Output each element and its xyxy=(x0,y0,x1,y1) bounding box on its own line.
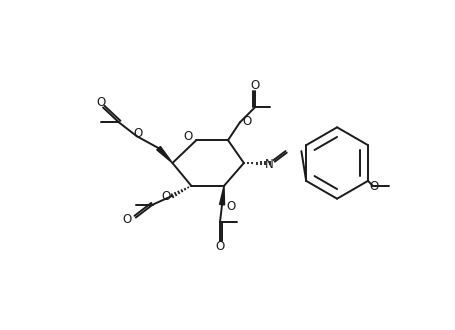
Text: O: O xyxy=(250,79,259,92)
Text: O: O xyxy=(215,240,224,253)
Text: O: O xyxy=(369,180,378,193)
Text: O: O xyxy=(122,213,131,226)
Text: O: O xyxy=(96,96,106,109)
Text: O: O xyxy=(241,115,251,128)
Polygon shape xyxy=(219,186,224,205)
Text: N: N xyxy=(265,157,273,171)
Text: O: O xyxy=(226,200,235,213)
Text: O: O xyxy=(182,130,192,143)
Text: O: O xyxy=(133,127,142,140)
Text: O: O xyxy=(161,190,170,203)
Polygon shape xyxy=(157,147,172,163)
